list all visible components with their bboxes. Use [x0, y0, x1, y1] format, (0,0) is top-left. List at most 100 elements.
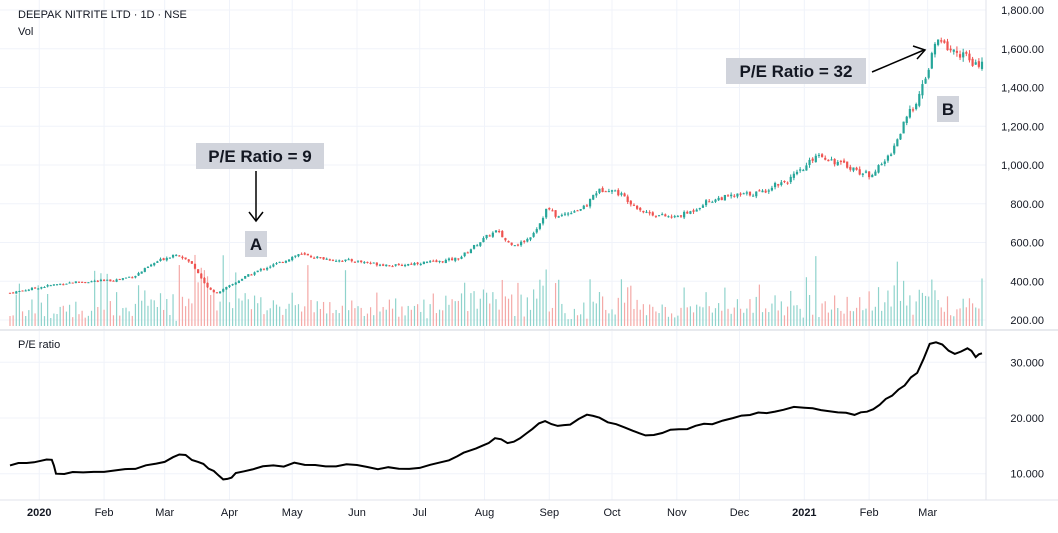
candle-body	[291, 256, 294, 261]
candle-body	[968, 53, 971, 61]
price-axis[interactable]: 1,800.00 1,600.00 1,400.00 1,200.00 1,000.00…	[1001, 5, 1044, 327]
candle-body	[375, 262, 378, 266]
volume-bar	[128, 311, 130, 326]
volume-bar	[576, 315, 579, 326]
volume-bar	[166, 299, 168, 326]
volume-bar	[689, 306, 691, 326]
volume-bars	[9, 254, 983, 326]
price-tick-label: 1,000.00	[1001, 160, 1044, 172]
volume-bar	[482, 289, 485, 326]
candle-body	[303, 253, 306, 255]
candle-body	[507, 241, 510, 243]
candle-body	[187, 259, 190, 262]
volume-bar	[946, 296, 949, 326]
volume-bar	[903, 280, 905, 326]
candle-body	[171, 254, 175, 258]
candle-body	[667, 216, 670, 218]
pe-pane-title: P/E ratio	[18, 339, 60, 351]
candle-body	[880, 164, 883, 166]
candle-body	[598, 188, 601, 193]
candles	[8, 37, 984, 294]
candle-body	[899, 133, 902, 140]
candle-body	[523, 240, 526, 242]
pe-axis[interactable]: 30.000 20.000 10.000	[1010, 357, 1044, 480]
candle-body	[37, 288, 40, 290]
candle-body	[203, 277, 206, 284]
volume-bar	[28, 310, 30, 326]
candle-body	[247, 274, 250, 277]
volume-bar	[495, 299, 497, 326]
volume-bar	[859, 297, 861, 326]
volume-bar	[426, 318, 428, 326]
candle-body	[15, 291, 18, 294]
volume-bar	[855, 307, 858, 326]
time-tick-label: Jun	[348, 507, 366, 519]
candle-body	[538, 223, 541, 229]
volume-bar	[783, 315, 786, 326]
candle-body	[877, 165, 880, 173]
time-tick-label: Jul	[413, 507, 427, 519]
candle-body	[651, 212, 654, 216]
candle-body	[162, 258, 165, 261]
volume-bar	[65, 311, 68, 326]
volume-bar	[144, 290, 146, 326]
candle-body	[131, 277, 134, 279]
time-tick-label: Feb	[860, 507, 879, 519]
volume-bar	[912, 314, 914, 326]
volume-bar	[699, 306, 701, 326]
volume-bar	[586, 318, 588, 326]
time-tick-label: Dec	[730, 507, 750, 519]
marker-b: B	[942, 100, 954, 119]
candle-body	[908, 109, 911, 118]
price-tick-label: 800.00	[1010, 199, 1044, 211]
candle-body	[937, 39, 940, 45]
volume-bar	[216, 310, 218, 326]
candle-body	[297, 254, 300, 257]
volume-bar	[272, 300, 274, 326]
candle-body	[570, 213, 573, 215]
candle-body	[488, 235, 491, 237]
candle-body	[623, 193, 626, 197]
volume-bar	[840, 310, 842, 326]
candle-body	[146, 266, 150, 268]
candle-body	[40, 287, 43, 289]
candle-body	[184, 257, 187, 260]
volume-bar	[413, 305, 416, 326]
candle-body	[579, 209, 582, 211]
candle-body	[585, 205, 589, 207]
volume-bar	[865, 308, 867, 326]
volume-bar	[451, 299, 453, 326]
volume-bar	[116, 292, 118, 326]
candle-body	[482, 237, 485, 243]
volume-bar	[580, 314, 582, 326]
volume-bar	[225, 288, 227, 326]
candle-body	[604, 191, 607, 193]
candle-body	[476, 245, 479, 247]
volume-bar	[479, 298, 481, 326]
time-axis[interactable]: 2020 Feb Mar Apr May Jun Jul Aug Sep Oct Nov Dec 202…	[27, 507, 937, 519]
volume-bar	[774, 295, 776, 326]
candle-body	[309, 256, 313, 258]
candle-body	[74, 281, 77, 284]
volume-bar	[730, 313, 732, 326]
volume-bar	[81, 310, 83, 326]
candle-body	[977, 61, 980, 67]
candle-body	[588, 198, 592, 207]
volume-bar	[90, 310, 93, 326]
candle-body	[319, 257, 322, 259]
candle-body	[115, 279, 118, 282]
candle-body	[639, 207, 642, 211]
volume-bar	[197, 282, 199, 326]
volume-bar	[376, 292, 378, 326]
candle-body	[159, 258, 162, 261]
candle-body	[128, 276, 131, 278]
candle-body	[444, 259, 447, 264]
volume-bar	[620, 279, 623, 326]
volume-bar	[382, 307, 384, 326]
candle-body	[824, 157, 827, 160]
candle-body	[416, 262, 419, 264]
candle-body	[632, 204, 636, 206]
volume-bar	[379, 311, 381, 326]
